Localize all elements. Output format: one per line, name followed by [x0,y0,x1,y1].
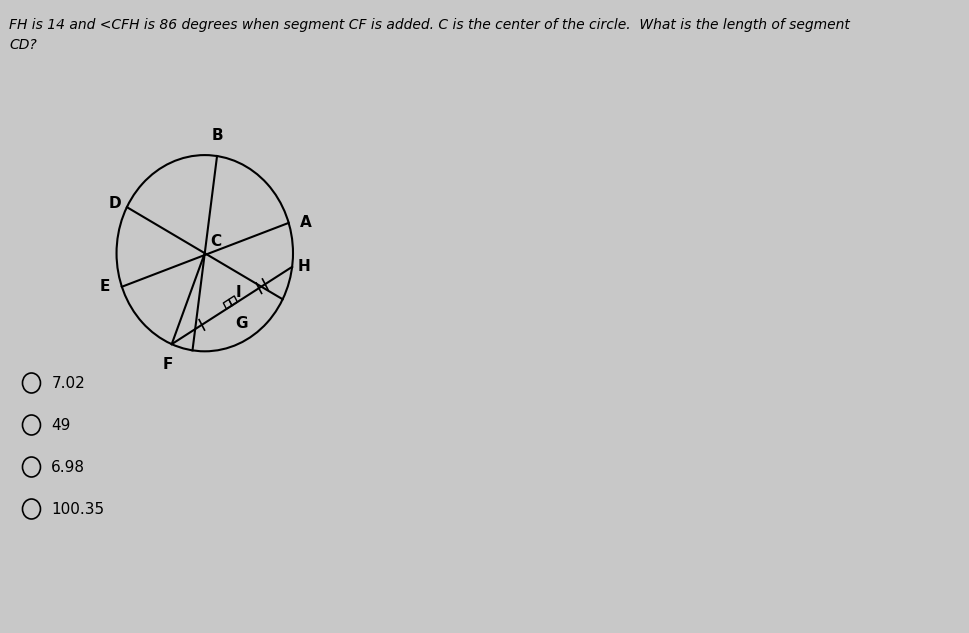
Text: 100.35: 100.35 [51,501,105,517]
Text: FH is 14 and <CFH is 86 degrees when segment CF is added. C is the center of the: FH is 14 and <CFH is 86 degrees when seg… [9,18,850,32]
Text: A: A [300,215,312,230]
Text: 49: 49 [51,418,71,432]
Text: C: C [210,234,222,249]
Text: E: E [100,279,110,294]
Text: CD?: CD? [9,38,37,52]
Text: D: D [109,196,121,211]
Text: H: H [298,260,311,274]
Text: I: I [235,285,241,300]
Text: 6.98: 6.98 [51,460,85,475]
Text: 7.02: 7.02 [51,375,85,391]
Text: F: F [163,357,173,372]
Text: G: G [235,316,248,331]
Text: B: B [211,128,223,143]
